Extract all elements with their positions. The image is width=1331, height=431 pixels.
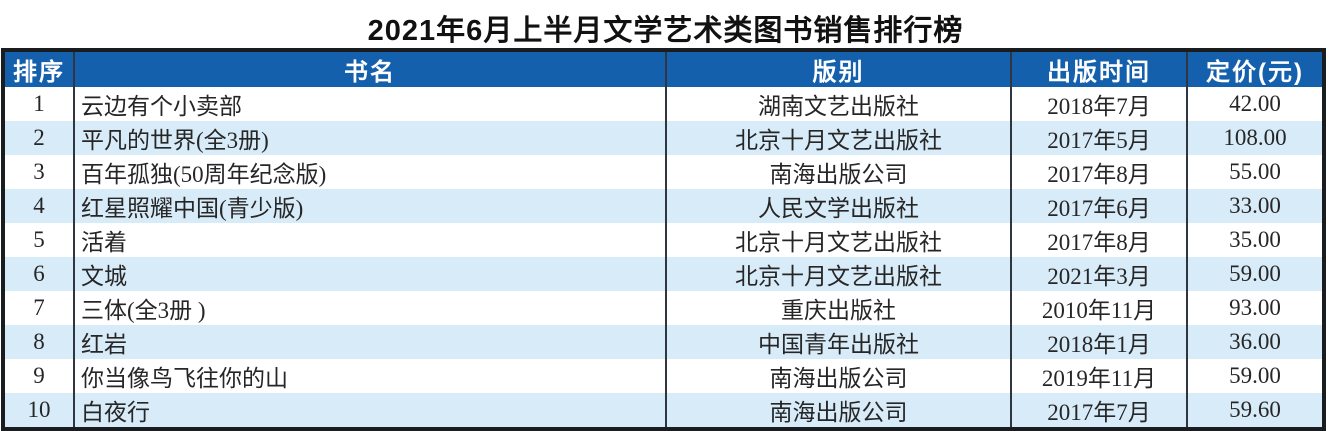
pub-date-cell: 2018年1月 xyxy=(1011,325,1188,359)
rank-cell: 7 xyxy=(3,291,75,325)
book-title-cell: 红岩 xyxy=(74,325,667,359)
pub-date-cell: 2017年8月 xyxy=(1011,223,1188,257)
column-header-price: 定价(元) xyxy=(1187,50,1324,87)
table-row: 6 文城 北京十月文艺出版社 2021年3月 59.00 xyxy=(3,257,1324,291)
book-title-cell: 三体(全3册 ) xyxy=(74,291,667,325)
publisher-cell: 南海出版公司 xyxy=(666,393,1012,429)
ranking-table-container: 排序 书名 版别 出版时间 定价(元) 1 云边有个小卖部 湖南文艺出版社 20… xyxy=(1,48,1326,431)
table-row: 7 三体(全3册 ) 重庆出版社 2010年11月 93.00 xyxy=(3,291,1324,325)
page-title: 2021年6月上半月文学艺术类图书销售排行榜 xyxy=(367,15,964,47)
publisher-cell: 北京十月文艺出版社 xyxy=(666,257,1012,291)
pub-date-cell: 2021年3月 xyxy=(1011,257,1188,291)
publisher-cell: 重庆出版社 xyxy=(666,291,1012,325)
price-cell: 42.00 xyxy=(1229,91,1281,116)
table-row: 10 白夜行 南海出版公司 2017年7月 59.60 xyxy=(3,393,1324,429)
rank-cell: 8 xyxy=(3,325,75,359)
book-title-cell: 平凡的世界(全3册) xyxy=(74,121,667,155)
pub-date-cell: 2017年5月 xyxy=(1011,121,1188,155)
publisher-cell: 北京十月文艺出版社 xyxy=(666,223,1012,257)
rank-cell: 3 xyxy=(3,155,75,189)
table-row: 3 百年孤独(50周年纪念版) 南海出版公司 2017年8月 55.00 xyxy=(3,155,1324,189)
publisher-cell: 北京十月文艺出版社 xyxy=(666,121,1012,155)
pub-date-cell: 2010年11月 xyxy=(1011,291,1188,325)
book-title-cell: 活着 xyxy=(74,223,667,257)
price-cell: 36.00 xyxy=(1229,329,1281,354)
book-title-cell: 红星照耀中国(青少版) xyxy=(74,189,667,223)
column-header-book: 书名 xyxy=(74,50,667,87)
price-cell: 59.60 xyxy=(1229,397,1281,422)
pub-date-cell: 2017年8月 xyxy=(1011,155,1188,189)
pub-date-cell: 2017年6月 xyxy=(1011,189,1188,223)
pub-date-cell: 2019年11月 xyxy=(1011,359,1188,393)
book-title-cell: 文城 xyxy=(74,257,667,291)
rank-cell: 10 xyxy=(3,393,75,429)
publisher-cell: 湖南文艺出版社 xyxy=(666,87,1012,121)
table-row: 4 红星照耀中国(青少版) 人民文学出版社 2017年6月 33.00 xyxy=(3,189,1324,223)
price-cell: 55.00 xyxy=(1229,159,1281,184)
book-title-cell: 白夜行 xyxy=(74,393,667,429)
table-row: 2 平凡的世界(全3册) 北京十月文艺出版社 2017年5月 108.00 xyxy=(3,121,1324,155)
rank-cell: 4 xyxy=(3,189,75,223)
price-cell: 59.00 xyxy=(1229,261,1281,286)
table-row: 1 云边有个小卖部 湖南文艺出版社 2018年7月 42.00 xyxy=(3,87,1324,121)
ranking-table: 排序 书名 版别 出版时间 定价(元) 1 云边有个小卖部 湖南文艺出版社 20… xyxy=(1,48,1326,431)
price-cell: 33.00 xyxy=(1229,193,1281,218)
publisher-cell: 南海出版公司 xyxy=(666,155,1012,189)
column-header-publisher: 版别 xyxy=(666,50,1012,87)
column-header-rank: 排序 xyxy=(3,50,75,87)
column-header-pub-date: 出版时间 xyxy=(1011,50,1188,87)
publisher-cell: 人民文学出版社 xyxy=(666,189,1012,223)
pub-date-cell: 2018年7月 xyxy=(1011,87,1188,121)
book-title-cell: 百年孤独(50周年纪念版) xyxy=(74,155,667,189)
rank-cell: 5 xyxy=(3,223,75,257)
table-row: 8 红岩 中国青年出版社 2018年1月 36.00 xyxy=(3,325,1324,359)
publisher-cell: 南海出版公司 xyxy=(666,359,1012,393)
price-cell: 93.00 xyxy=(1229,295,1281,320)
header-row: 排序 书名 版别 出版时间 定价(元) xyxy=(3,50,1324,87)
book-title-cell: 你当像鸟飞往你的山 xyxy=(74,359,667,393)
rank-cell: 9 xyxy=(3,359,75,393)
rank-cell: 1 xyxy=(3,87,75,121)
pub-date-cell: 2017年7月 xyxy=(1011,393,1188,429)
table-row: 5 活着 北京十月文艺出版社 2017年8月 35.00 xyxy=(3,223,1324,257)
table-row: 9 你当像鸟飞往你的山 南海出版公司 2019年11月 59.00 xyxy=(3,359,1324,393)
rank-cell: 2 xyxy=(3,121,75,155)
rank-cell: 6 xyxy=(3,257,75,291)
book-title-cell: 云边有个小卖部 xyxy=(74,87,667,121)
price-cell: 35.00 xyxy=(1229,227,1281,252)
price-cell: 108.00 xyxy=(1223,125,1287,150)
publisher-cell: 中国青年出版社 xyxy=(666,325,1012,359)
price-cell: 59.00 xyxy=(1229,363,1281,388)
